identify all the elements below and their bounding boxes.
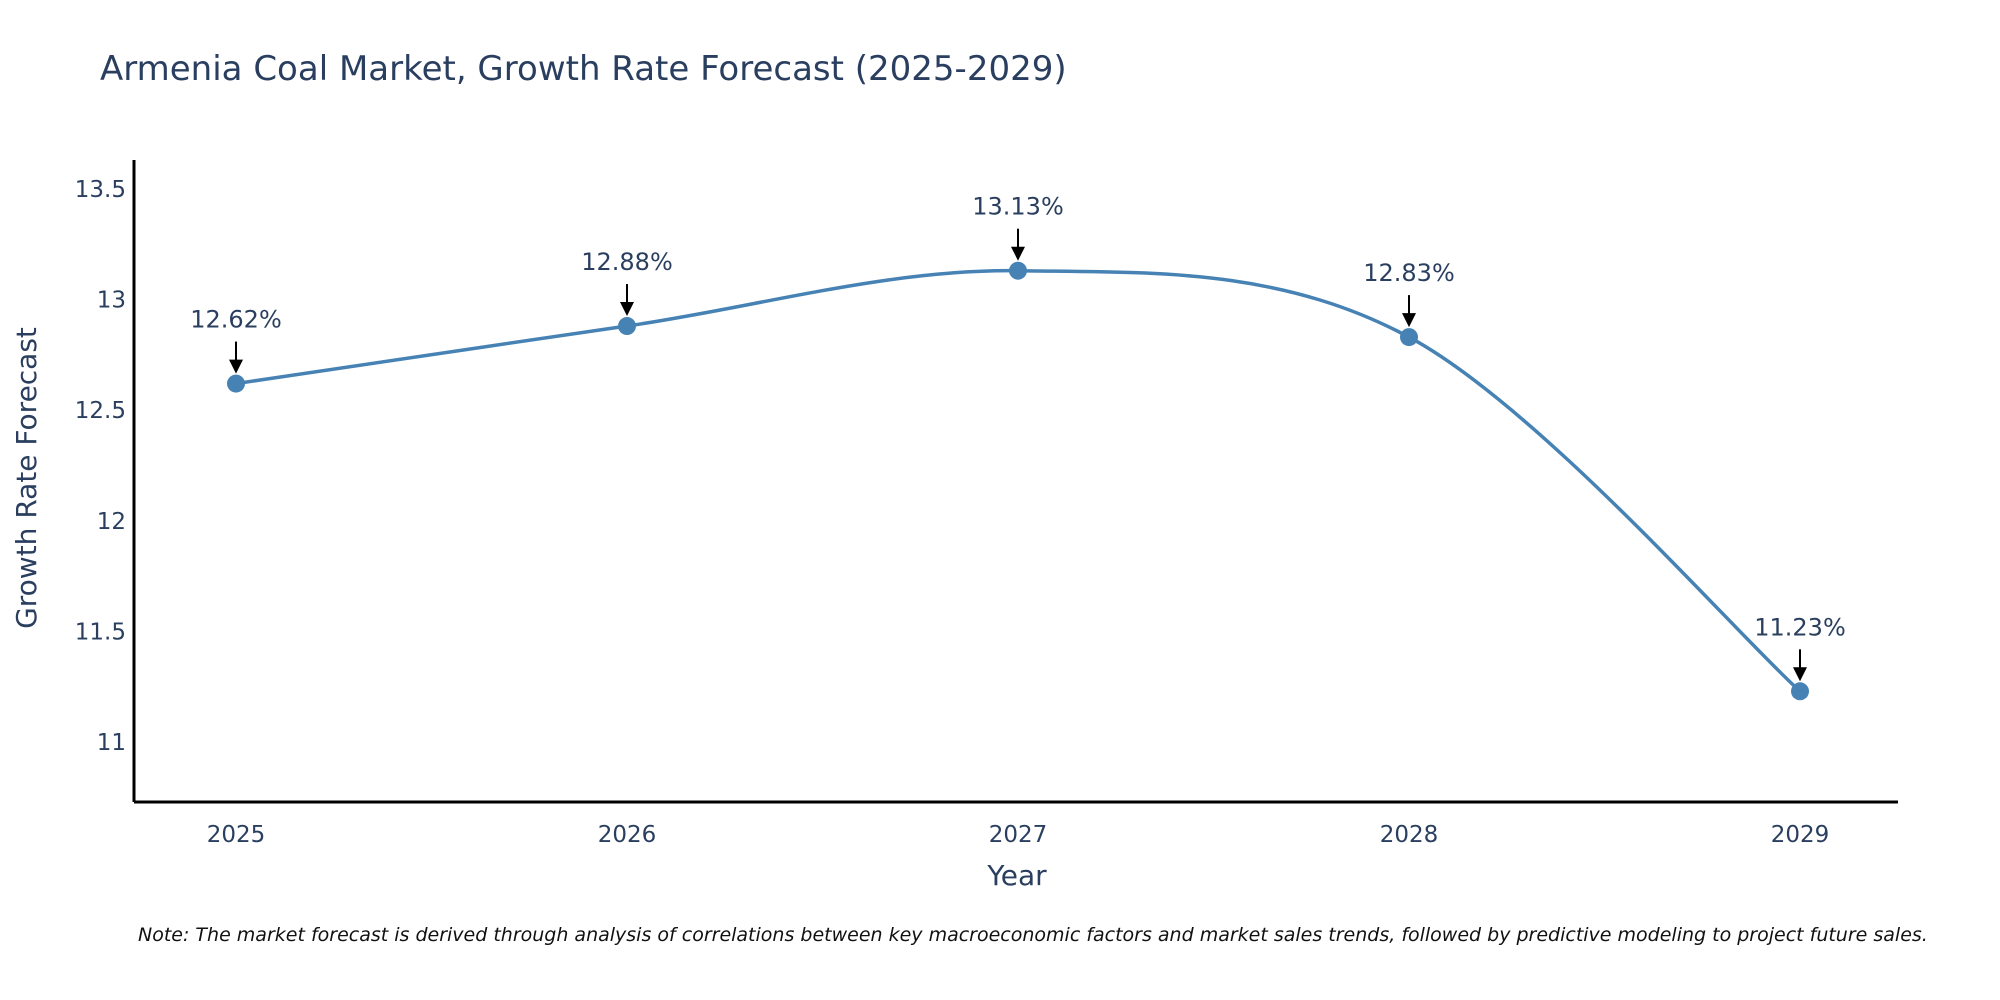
y-tick-label: 13.5: [75, 177, 126, 203]
footnote: Note: The market forecast is derived thr…: [138, 924, 1928, 946]
data-label: 11.23%: [1754, 613, 1846, 641]
y-tick-label: 11: [97, 730, 126, 756]
annotation-arrow-head: [229, 359, 243, 374]
x-tick-label: 2026: [598, 822, 657, 848]
x-tick-label: 2025: [207, 822, 266, 848]
annotation-arrow-head: [1402, 313, 1416, 328]
data-label: 12.62%: [190, 306, 282, 334]
x-tick-label: 2028: [1380, 822, 1439, 848]
annotation-arrow-head: [620, 302, 634, 317]
data-point-marker: [227, 374, 245, 393]
x-tick-label: 2027: [989, 822, 1048, 848]
x-tick-label: 2029: [1771, 822, 1830, 848]
annotation-arrow-head: [1011, 246, 1025, 261]
y-tick-label: 13: [97, 287, 126, 313]
series-line: [235, 268, 1802, 693]
y-axis-title: Growth Rate Forecast: [10, 327, 43, 629]
data-label: 13.13%: [972, 193, 1064, 221]
data-point-marker: [1009, 261, 1027, 280]
data-point-marker: [618, 317, 636, 336]
y-tick-label: 12.5: [75, 398, 126, 424]
data-point-marker: [1791, 682, 1809, 701]
y-axis-ticks: 11 11.5 12 12.5 13 13.5: [75, 177, 126, 756]
annotation-arrow-head: [1793, 667, 1807, 682]
data-label: 12.83%: [1363, 259, 1455, 287]
chart-title: Armenia Coal Market, Growth Rate Forecas…: [100, 49, 1067, 89]
data-point-marker: [1400, 328, 1418, 347]
x-axis-ticks: 2025 2026 2027 2028 2029: [207, 822, 1830, 848]
y-tick-label: 12: [97, 509, 126, 535]
y-tick-label: 11.5: [75, 620, 126, 646]
x-axis-title: Year: [986, 859, 1047, 892]
plot-area: 12.62% 12.88% 13.13% 12.83% 11.23%: [190, 193, 1846, 701]
data-label: 12.88%: [581, 248, 673, 276]
